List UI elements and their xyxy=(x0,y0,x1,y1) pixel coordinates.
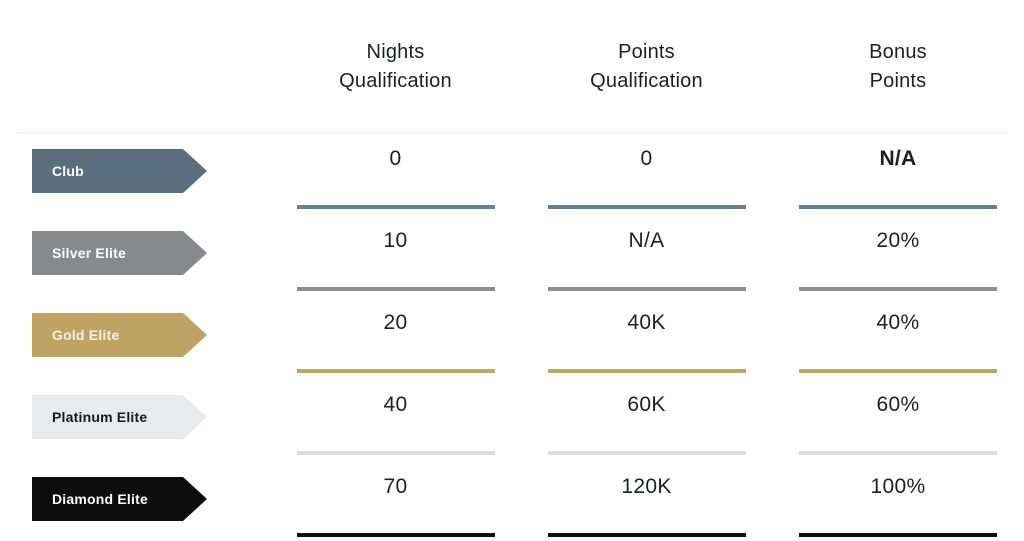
header-spacer xyxy=(0,38,270,96)
badge-cell: Platinum Elite xyxy=(0,379,270,461)
bonus-value-cell: 60% xyxy=(772,379,1024,461)
nights-value: 70 xyxy=(383,475,408,498)
points-value: 0 xyxy=(640,147,653,170)
tier-underline xyxy=(799,369,997,373)
points-value: 60K xyxy=(627,393,666,416)
bonus-value: N/A xyxy=(879,147,917,170)
nights-value-cell: 70 xyxy=(270,461,521,541)
badge-cell: Gold Elite xyxy=(0,297,270,379)
tier-row-platinum-elite: Platinum Elite 40 60K 60% xyxy=(0,379,1024,461)
bonus-value: 40% xyxy=(876,311,920,334)
tier-underline xyxy=(296,287,495,291)
column-header-line: Nights xyxy=(366,41,425,63)
tier-badge-label: Diamond Elite xyxy=(52,491,148,507)
header-divider xyxy=(18,132,1008,133)
tier-underline xyxy=(547,369,746,373)
points-value-cell: 0 xyxy=(521,133,772,215)
column-header-line: Qualification xyxy=(339,70,452,92)
tier-badge-diamond-elite: Diamond Elite xyxy=(32,477,207,521)
badge-cell: Silver Elite xyxy=(0,215,270,297)
tier-badge-label: Platinum Elite xyxy=(52,409,148,425)
column-header-line: Points xyxy=(869,70,927,92)
tier-row-club: Club 0 0 N/A xyxy=(0,133,1024,215)
tier-badge-label: Club xyxy=(52,163,84,179)
badge-cell: Club xyxy=(0,133,270,215)
column-header-nights: Nights Qualification xyxy=(270,38,521,96)
tier-underline xyxy=(296,451,495,455)
bonus-value-cell: 100% xyxy=(772,461,1024,541)
bonus-value: 20% xyxy=(876,229,920,252)
tier-underline xyxy=(296,533,495,537)
nights-value: 0 xyxy=(389,147,402,170)
bonus-value-cell: 20% xyxy=(772,215,1024,297)
points-value: 120K xyxy=(621,475,672,498)
points-value-cell: 40K xyxy=(521,297,772,379)
points-value: 40K xyxy=(627,311,666,334)
bonus-value-cell: N/A xyxy=(772,133,1024,215)
column-header-line: Qualification xyxy=(590,70,703,92)
points-value: N/A xyxy=(628,229,665,252)
tier-underline xyxy=(547,533,746,537)
tier-underline xyxy=(296,369,495,373)
table-header: Nights Qualification Points Qualificatio… xyxy=(0,0,1024,96)
column-header-line: Points xyxy=(618,41,675,63)
tier-row-diamond-elite: Diamond Elite 70 120K 100% xyxy=(0,461,1024,541)
nights-value-cell: 20 xyxy=(270,297,521,379)
tier-underline xyxy=(799,533,997,537)
tier-badge-platinum-elite: Platinum Elite xyxy=(32,395,207,439)
nights-value-cell: 10 xyxy=(270,215,521,297)
tier-underline xyxy=(799,205,997,209)
nights-value: 40 xyxy=(383,393,408,416)
tier-underline xyxy=(547,451,746,455)
tier-underline xyxy=(296,205,495,209)
column-header-line: Bonus xyxy=(869,41,927,63)
points-value-cell: N/A xyxy=(521,215,772,297)
tier-badge-club: Club xyxy=(32,149,207,193)
column-header-points: Points Qualification xyxy=(521,38,772,96)
tier-row-gold-elite: Gold Elite 20 40K 40% xyxy=(0,297,1024,379)
bonus-value: 100% xyxy=(870,475,926,498)
badge-cell: Diamond Elite xyxy=(0,461,270,541)
nights-value: 20 xyxy=(383,311,408,334)
points-value-cell: 60K xyxy=(521,379,772,461)
tier-badge-label: Silver Elite xyxy=(52,245,126,261)
tier-underline xyxy=(799,287,997,291)
points-value-cell: 120K xyxy=(521,461,772,541)
tier-badge-silver-elite: Silver Elite xyxy=(32,231,207,275)
nights-value: 10 xyxy=(383,229,408,252)
tier-badge-label: Gold Elite xyxy=(52,327,120,343)
nights-value-cell: 40 xyxy=(270,379,521,461)
column-header-bonus: Bonus Points xyxy=(772,38,1024,96)
tier-badge-gold-elite: Gold Elite xyxy=(32,313,207,357)
tier-underline xyxy=(547,205,746,209)
bonus-value-cell: 40% xyxy=(772,297,1024,379)
nights-value-cell: 0 xyxy=(270,133,521,215)
bonus-value: 60% xyxy=(876,393,920,416)
tier-underline xyxy=(799,451,997,455)
tier-underline xyxy=(547,287,746,291)
tier-row-silver-elite: Silver Elite 10 N/A 20% xyxy=(0,215,1024,297)
